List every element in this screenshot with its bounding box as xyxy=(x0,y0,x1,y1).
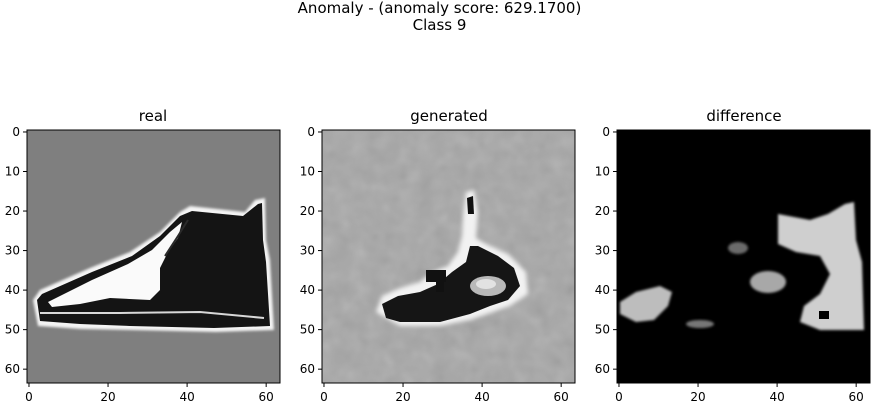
real-axes: 0 20 40 60 0 10 20 30 40 50 60 xyxy=(5,125,274,404)
generated-sole xyxy=(382,246,520,322)
difference-xtick-label: 20 xyxy=(690,390,705,404)
generated-ytick-label: 0 xyxy=(307,125,315,139)
difference-axes-frame xyxy=(616,129,871,384)
real-xtick-label: 60 xyxy=(259,390,274,404)
real-axes-frame xyxy=(26,129,281,384)
generated-ytick-label: 10 xyxy=(300,165,315,179)
real-lace-line xyxy=(79,282,151,298)
difference-dark-spot xyxy=(819,311,829,319)
generated-axes: 0 20 40 60 0 10 20 30 40 50 60 xyxy=(300,125,569,404)
real-ytick-label: 50 xyxy=(5,323,20,337)
real-sole-line xyxy=(40,310,265,319)
generated-ytick-label: 40 xyxy=(300,283,315,297)
real-ytick-label: 20 xyxy=(5,204,20,218)
difference-axes: 0 20 40 60 0 10 20 30 40 50 60 xyxy=(595,125,864,404)
difference-mid-blob xyxy=(750,271,786,293)
difference-ytick-label: 0 xyxy=(602,125,610,139)
difference-xtick-label: 0 xyxy=(615,390,623,404)
difference-ytick-label: 30 xyxy=(595,244,610,258)
generated-xtick-label: 0 xyxy=(320,390,328,404)
difference-toe-blob xyxy=(620,286,672,322)
generated-block xyxy=(426,270,446,282)
generated-ytick-label: 30 xyxy=(300,244,315,258)
real-ytick-label: 60 xyxy=(5,362,20,376)
real-xtick-label: 20 xyxy=(100,390,115,404)
difference-image xyxy=(617,130,870,383)
difference-ytick-label: 20 xyxy=(595,204,610,218)
difference-xtick-label: 60 xyxy=(849,390,864,404)
generated-xtick-label: 40 xyxy=(474,390,489,404)
real-ytick-label: 30 xyxy=(5,244,20,258)
generated-xtick-label: 60 xyxy=(554,390,569,404)
panel-difference: difference 0 20 40 60 0 10 20 30 40 50 60 xyxy=(595,107,871,404)
real-xtick-label: 0 xyxy=(25,390,33,404)
difference-ytick-label: 40 xyxy=(595,283,610,297)
difference-xtick-label: 40 xyxy=(769,390,784,404)
generated-noise xyxy=(322,130,575,383)
generated-image xyxy=(322,130,575,383)
panel-generated: generated 0 20 40 60 0 10 20 30 40 50 60 xyxy=(300,107,576,404)
generated-ytick-label: 20 xyxy=(300,204,315,218)
real-image xyxy=(27,130,280,383)
panel-real: real 0 20 40 60 0 10 20 30 40 50 60 xyxy=(5,107,281,404)
difference-heel-blob xyxy=(778,202,864,330)
real-xtick-label: 40 xyxy=(179,390,194,404)
difference-ytick-label: 50 xyxy=(595,323,610,337)
generated-spike xyxy=(467,196,474,214)
figure-subtitle: Class 9 xyxy=(412,16,467,34)
panel-real-title: real xyxy=(139,107,167,125)
difference-ytick-label: 10 xyxy=(595,165,610,179)
generated-xtick-label: 20 xyxy=(395,390,410,404)
generated-ytick-label: 50 xyxy=(300,323,315,337)
real-ytick-label: 0 xyxy=(12,125,20,139)
panel-generated-title: generated xyxy=(410,107,487,125)
figure-title: Anomaly - (anomaly score: 629.1700) xyxy=(297,0,582,17)
panel-difference-title: difference xyxy=(706,107,781,125)
generated-axes-frame xyxy=(321,129,576,384)
generated-ytick-label: 60 xyxy=(300,362,315,376)
difference-ytick-label: 60 xyxy=(595,362,610,376)
real-ytick-label: 10 xyxy=(5,165,20,179)
real-ytick-label: 40 xyxy=(5,283,20,297)
